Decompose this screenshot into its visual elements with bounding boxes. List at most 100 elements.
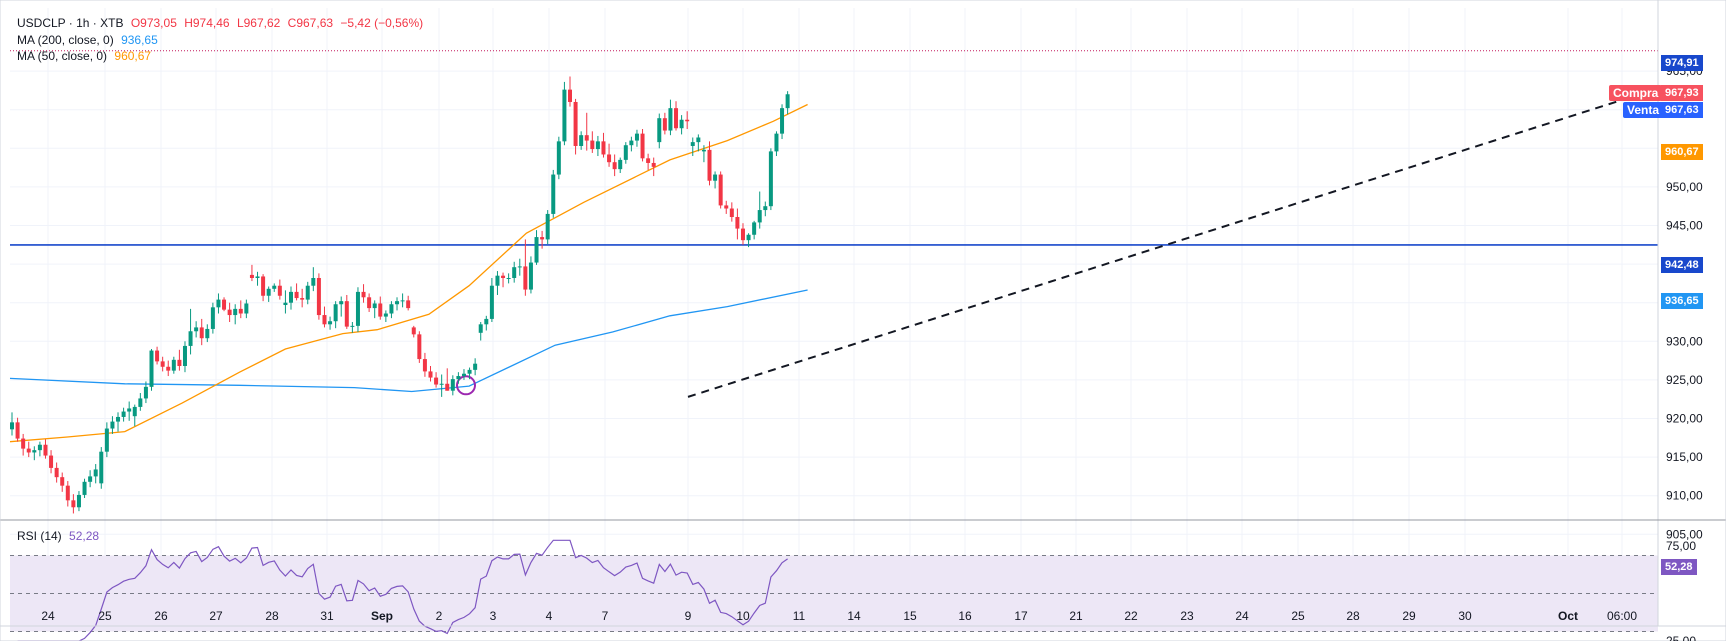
candle[interactable]: [333, 301, 338, 329]
candle[interactable]: [205, 324, 210, 343]
candle[interactable]: [344, 294, 349, 329]
candle[interactable]: [512, 261, 517, 283]
candle[interactable]: [300, 288, 305, 308]
candle[interactable]: [37, 441, 42, 457]
candle[interactable]: [590, 131, 595, 153]
candle[interactable]: [735, 208, 740, 240]
candle[interactable]: [400, 293, 405, 308]
crossover-marker[interactable]: [456, 375, 476, 396]
candle[interactable]: [322, 306, 327, 328]
symbol-line[interactable]: USDCLP · 1h · XTB: [17, 16, 124, 30]
candle[interactable]: [556, 136, 561, 180]
candle[interactable]: [355, 287, 360, 333]
candle[interactable]: [517, 258, 522, 276]
candle[interactable]: [15, 417, 20, 442]
candle[interactable]: [623, 142, 628, 164]
candle[interactable]: [634, 129, 639, 147]
candle[interactable]: [657, 113, 662, 149]
candle[interactable]: [71, 494, 76, 514]
candle[interactable]: [10, 412, 14, 436]
candle[interactable]: [573, 98, 578, 155]
candle[interactable]: [361, 284, 366, 303]
candle[interactable]: [668, 99, 673, 136]
candle[interactable]: [372, 300, 377, 319]
candle[interactable]: [367, 293, 372, 312]
candle[interactable]: [685, 111, 690, 129]
ma200-line[interactable]: [9, 289, 808, 393]
candle[interactable]: [283, 290, 288, 314]
candle[interactable]: [26, 441, 31, 458]
candle[interactable]: [651, 157, 656, 177]
candle[interactable]: [696, 134, 701, 152]
candle[interactable]: [579, 131, 584, 150]
candle[interactable]: [528, 256, 533, 294]
candle[interactable]: [545, 210, 550, 245]
candle[interactable]: [690, 137, 695, 157]
candle[interactable]: [261, 274, 266, 302]
candle[interactable]: [618, 157, 623, 174]
candle[interactable]: [718, 171, 723, 209]
candle[interactable]: [104, 422, 109, 458]
candle[interactable]: [406, 295, 411, 311]
candle[interactable]: [116, 412, 121, 432]
candle[interactable]: [272, 283, 277, 292]
candle[interactable]: [411, 325, 416, 338]
candle[interactable]: [417, 331, 422, 363]
rsi-line[interactable]: [17, 539, 788, 641]
candle[interactable]: [612, 154, 617, 177]
candle[interactable]: [227, 302, 232, 322]
candle[interactable]: [780, 104, 785, 140]
candle[interactable]: [93, 464, 98, 484]
candle[interactable]: [551, 169, 556, 218]
candle[interactable]: [595, 135, 600, 157]
candle[interactable]: [216, 293, 221, 314]
candle[interactable]: [763, 201, 768, 217]
candle[interactable]: [350, 322, 355, 333]
candle[interactable]: [54, 462, 59, 483]
candle[interactable]: [662, 112, 667, 135]
candle[interactable]: [489, 277, 494, 322]
candle[interactable]: [244, 299, 249, 319]
candle[interactable]: [328, 316, 333, 330]
candle[interactable]: [562, 81, 567, 146]
candle[interactable]: [674, 101, 679, 131]
ma50-legend[interactable]: MA (50, close, 0) 960,67: [17, 49, 155, 63]
candle[interactable]: [305, 281, 310, 305]
candle[interactable]: [740, 223, 745, 245]
candle[interactable]: [155, 346, 160, 365]
candle[interactable]: [238, 300, 243, 319]
candle[interactable]: [210, 302, 215, 334]
candle[interactable]: [768, 148, 773, 211]
candle[interactable]: [266, 286, 271, 302]
candle[interactable]: [534, 230, 539, 265]
candle[interactable]: [110, 416, 115, 434]
candle[interactable]: [495, 271, 500, 295]
candle[interactable]: [568, 76, 572, 107]
candle[interactable]: [646, 153, 651, 170]
candle[interactable]: [121, 407, 126, 422]
candle[interactable]: [294, 283, 299, 301]
candle[interactable]: [478, 322, 483, 341]
candle[interactable]: [88, 470, 93, 488]
candle[interactable]: [785, 91, 790, 115]
candle[interactable]: [584, 112, 589, 151]
candle[interactable]: [99, 447, 104, 489]
candle[interactable]: [378, 296, 383, 320]
rsi-legend[interactable]: RSI (14) 52,28: [17, 529, 103, 543]
price-pane[interactable]: [9, 0, 1658, 514]
trendline[interactable]: [687, 87, 1658, 398]
candle[interactable]: [523, 239, 528, 296]
candle[interactable]: [389, 301, 394, 319]
candle[interactable]: [707, 141, 712, 186]
candle[interactable]: [182, 341, 187, 373]
candle[interactable]: [395, 297, 400, 311]
candle[interactable]: [32, 446, 37, 461]
candle[interactable]: [177, 349, 182, 371]
candle[interactable]: [473, 358, 478, 376]
candle[interactable]: [65, 481, 70, 507]
candle[interactable]: [461, 369, 466, 380]
candle[interactable]: [774, 131, 779, 157]
candle[interactable]: [82, 478, 87, 499]
candle[interactable]: [434, 372, 439, 388]
candle[interactable]: [456, 372, 461, 384]
